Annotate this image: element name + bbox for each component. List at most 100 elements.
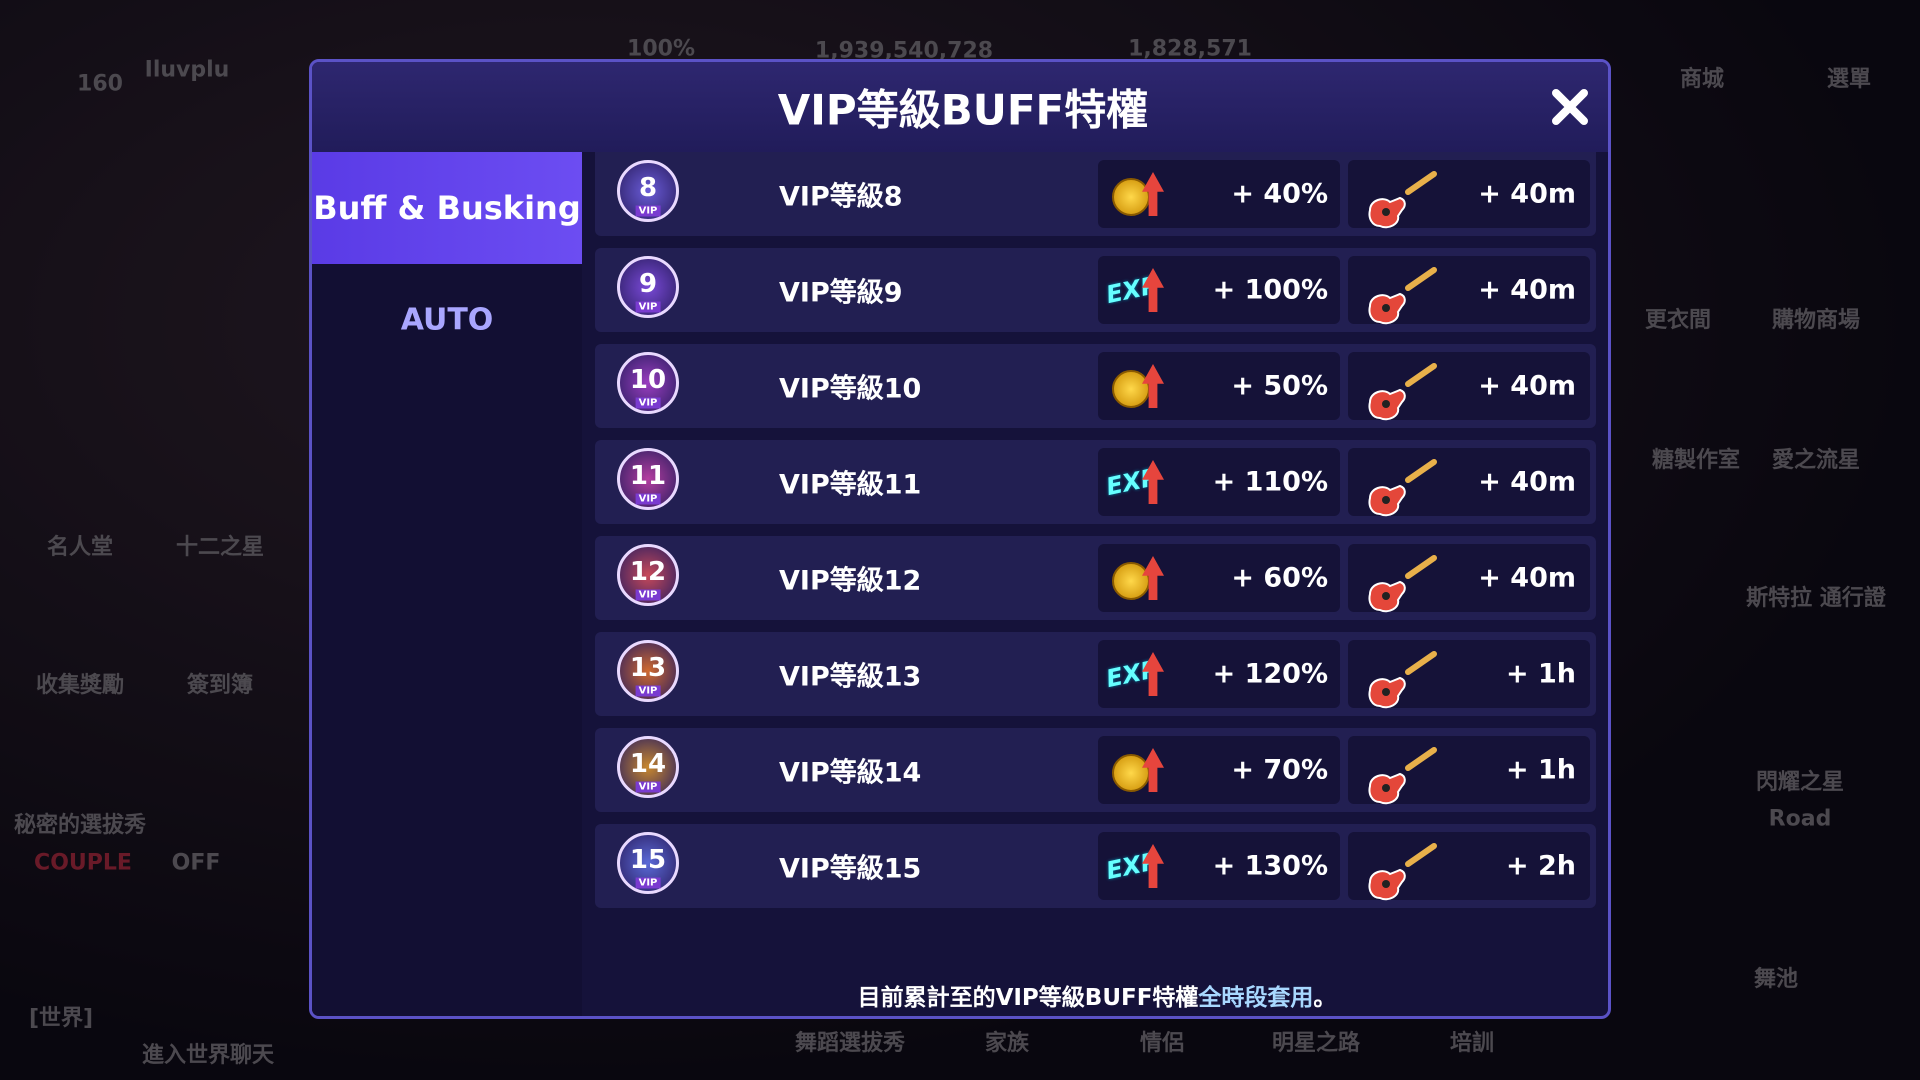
coin-icon <box>1112 754 1150 792</box>
badge-level: 11 <box>629 460 667 491</box>
coin-icon <box>1112 370 1150 408</box>
buff-box: + 40% <box>1098 160 1340 228</box>
footer-highlight: 全時段套用 <box>1198 985 1314 1011</box>
busking-box: + 40m <box>1348 544 1590 613</box>
background-label: 糖製作室 <box>1651 448 1741 473</box>
buff-box: + 70% <box>1098 736 1340 804</box>
buff-value: + 120% <box>1212 658 1328 690</box>
badge-vip: VIP <box>635 589 661 601</box>
busking-box: + 40m <box>1348 352 1590 421</box>
coin-icon <box>1112 562 1150 600</box>
background-label: 斯特拉 通行證 <box>1746 586 1886 611</box>
background-label: COUPLE <box>34 850 132 876</box>
busking-box: + 40m <box>1348 256 1590 325</box>
background-label: 100% <box>627 36 695 62</box>
badge-level: 14 <box>629 748 667 779</box>
buff-box: + 50% <box>1098 352 1340 420</box>
vip-label: VIP等級15 <box>779 853 922 885</box>
badge-level: 10 <box>629 364 667 395</box>
background-label: 舞蹈選拔秀 <box>794 1031 906 1056</box>
vip-badge: 10 VIP <box>617 352 679 414</box>
background-label: [世界] <box>28 1006 94 1031</box>
vip-badge: 13 VIP <box>617 640 679 702</box>
guitar-icon <box>1360 458 1440 522</box>
footer-text: 目前累計至的VIP等級BUFF特權 <box>857 985 1199 1011</box>
background-label: 選單 <box>1826 67 1872 92</box>
badge-vip: VIP <box>635 301 661 313</box>
busking-value: + 40m <box>1478 370 1576 402</box>
badge-vip: VIP <box>635 877 661 889</box>
buff-value: + 40% <box>1231 178 1328 210</box>
vip-row: 11 VIP VIP等級11 EXP + 110% + 40m <box>595 440 1596 524</box>
buff-box: EXP + 100% <box>1098 256 1340 324</box>
busking-value: + 40m <box>1478 466 1576 498</box>
background-label: 更衣間 <box>1644 308 1712 333</box>
vip-badge: 14 VIP <box>617 736 679 798</box>
badge-level: 9 <box>638 268 658 299</box>
badge-vip: VIP <box>635 205 661 217</box>
coin-icon <box>1112 178 1150 216</box>
badge-level: 8 <box>638 172 658 203</box>
vip-row: 13 VIP VIP等級13 EXP + 120% + 1h <box>595 632 1596 716</box>
vip-badge: 15 VIP <box>617 832 679 894</box>
vip-row: 8 VIP VIP等級8 + 40% + 40m <box>595 152 1596 236</box>
busking-value: + 1h <box>1505 658 1576 690</box>
background-label: 商城 <box>1679 67 1725 92</box>
background-label: 情侶 <box>1139 1031 1185 1056</box>
busking-box: + 1h <box>1348 736 1590 805</box>
tab-active[interactable]: Buff & Busking <box>312 152 582 264</box>
busking-value: + 40m <box>1478 178 1576 210</box>
buff-box: EXP + 130% <box>1098 832 1340 900</box>
vip-badge: 8 VIP <box>617 160 679 222</box>
vip-row: 10 VIP VIP等級10 + 50% + 40m <box>595 344 1596 428</box>
vip-list: 8 VIP VIP等級8 + 40% + 40m 9 VIP VIP等級9 EXP + 100% +… <box>595 152 1596 972</box>
badge-level: 15 <box>629 844 667 875</box>
buff-box: EXP + 120% <box>1098 640 1340 708</box>
busking-value: + 2h <box>1505 850 1576 882</box>
busking-box: + 2h <box>1348 832 1590 901</box>
buff-box: + 60% <box>1098 544 1340 612</box>
guitar-icon <box>1360 362 1440 426</box>
vip-row: 9 VIP VIP等級9 EXP + 100% + 40m <box>595 248 1596 332</box>
badge-level: 12 <box>629 556 667 587</box>
background-label: 160 <box>77 71 123 97</box>
vip-label: VIP等級13 <box>779 661 922 693</box>
buff-value: + 60% <box>1231 562 1328 594</box>
background-label: Iluvplu <box>144 57 230 83</box>
buff-box: EXP + 110% <box>1098 448 1340 516</box>
background-label: 進入世界聊天 <box>141 1043 275 1068</box>
tab-label[interactable]: AUTO <box>400 302 494 338</box>
buff-value: + 130% <box>1212 850 1328 882</box>
background-label: 秘密的選拔秀 <box>13 813 147 838</box>
title-bar: VIP等級BUFF特權 <box>312 62 1608 152</box>
guitar-icon <box>1360 266 1440 330</box>
guitar-icon <box>1360 170 1440 234</box>
background-label: 家族 <box>984 1031 1030 1056</box>
background-label: Road <box>1768 806 1832 832</box>
badge-vip: VIP <box>635 493 661 505</box>
badge-vip: VIP <box>635 397 661 409</box>
background-label: 簽到簿 <box>186 673 254 698</box>
guitar-icon <box>1360 650 1440 714</box>
background-label: 名人堂 <box>46 535 114 560</box>
busking-value: + 40m <box>1478 562 1576 594</box>
busking-box: + 40m <box>1348 448 1590 517</box>
busking-box: + 40m <box>1348 160 1590 229</box>
vip-badge: 9 VIP <box>617 256 679 318</box>
background-label: OFF <box>171 850 221 876</box>
vip-label: VIP等級9 <box>779 277 903 309</box>
background-label: 愛之流星 <box>1771 448 1861 473</box>
buff-value: + 110% <box>1212 466 1328 498</box>
busking-value: + 1h <box>1505 754 1576 786</box>
background-label: 舞池 <box>1753 967 1799 992</box>
buff-value: + 100% <box>1212 274 1328 306</box>
vip-row: 14 VIP VIP等級14 + 70% + 1h <box>595 728 1596 812</box>
modal-title: VIP等級BUFF特權 <box>777 85 1149 135</box>
vip-modal: VIP等級BUFF特權 Buff & Busking AUTO 8 VIP VIP等… <box>309 59 1611 1019</box>
background-label: 培訓 <box>1449 1031 1495 1056</box>
close-button[interactable] <box>1552 89 1588 125</box>
footer-end: 。 <box>1313 985 1337 1011</box>
busking-box: + 1h <box>1348 640 1590 709</box>
vip-badge: 12 VIP <box>617 544 679 606</box>
